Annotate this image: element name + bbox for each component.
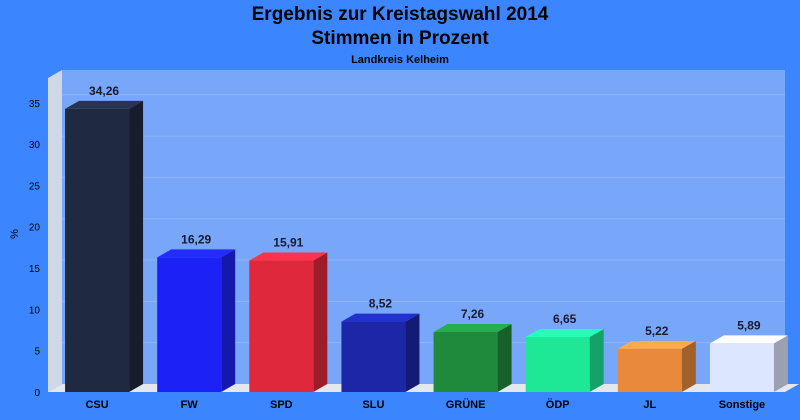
y-tick-label: 35 [29,99,41,110]
data-label: 34,26 [89,84,119,98]
bar [157,257,222,392]
x-tick-label: ÖDP [546,398,570,411]
y-tick-label: 10 [29,305,41,316]
bar [525,337,590,392]
bar-side [589,329,604,392]
floor [48,384,799,392]
bar-top [617,340,696,349]
x-tick-label: JL [643,399,656,411]
bar-side [773,335,788,392]
data-label: 7,26 [461,307,485,321]
data-label: 6,65 [553,312,577,326]
x-tick-label: SLU [362,399,384,411]
bar-top [157,249,236,258]
chart-subtitle: Landkreis Kelheim [351,54,449,66]
data-label: 5,22 [645,324,669,338]
bar-top [65,100,144,109]
y-tick-label: 15 [29,264,41,275]
x-tick-label: FW [181,399,199,411]
bar-side [221,249,236,392]
y-tick-label: 25 [29,181,41,192]
bar-top [709,335,788,344]
y-axis: 0 5 10 15 20 25 30 35 [29,99,41,399]
y-axis-label: % [9,229,21,239]
bar [341,321,406,392]
y-tick-label: 0 [34,388,40,399]
bar [433,332,498,392]
bar-side [681,340,696,392]
x-tick-label: SPD [270,399,293,411]
chart-title-line2: Stimmen in Prozent [311,28,489,49]
bar [617,348,682,392]
bars: 34,26 16,29 15,91 8,52 7,26 6,65 5,22 5,89 [65,84,788,393]
data-label: 5,89 [737,318,761,332]
y-tick-label: 5 [34,347,40,358]
bar-top [433,324,512,333]
data-label: 8,52 [369,297,393,311]
y-tick-label: 20 [29,223,41,234]
chart-title: Ergebnis zur Kreistagswahl 2014 [251,4,549,25]
bar-top [341,313,420,322]
bar-top [249,252,328,261]
x-tick-label: CSU [85,399,108,411]
data-label: 16,29 [181,232,211,246]
plot-area [48,70,799,392]
bar-top [525,329,604,338]
y-tick-label: 30 [29,140,41,151]
bar-side [405,313,420,392]
bar [249,260,314,392]
bar [709,343,774,392]
bar [65,108,130,393]
x-axis: CSU FW SPD SLU GRÜNE ÖDP JL Sonstige [85,398,765,411]
side-wall [48,70,62,392]
data-label: 15,91 [273,236,303,250]
bar-side [129,100,144,393]
x-tick-label: Sonstige [719,399,765,411]
x-tick-label: GRÜNE [446,398,486,411]
bar-side [313,252,328,392]
bar-side [497,324,512,392]
